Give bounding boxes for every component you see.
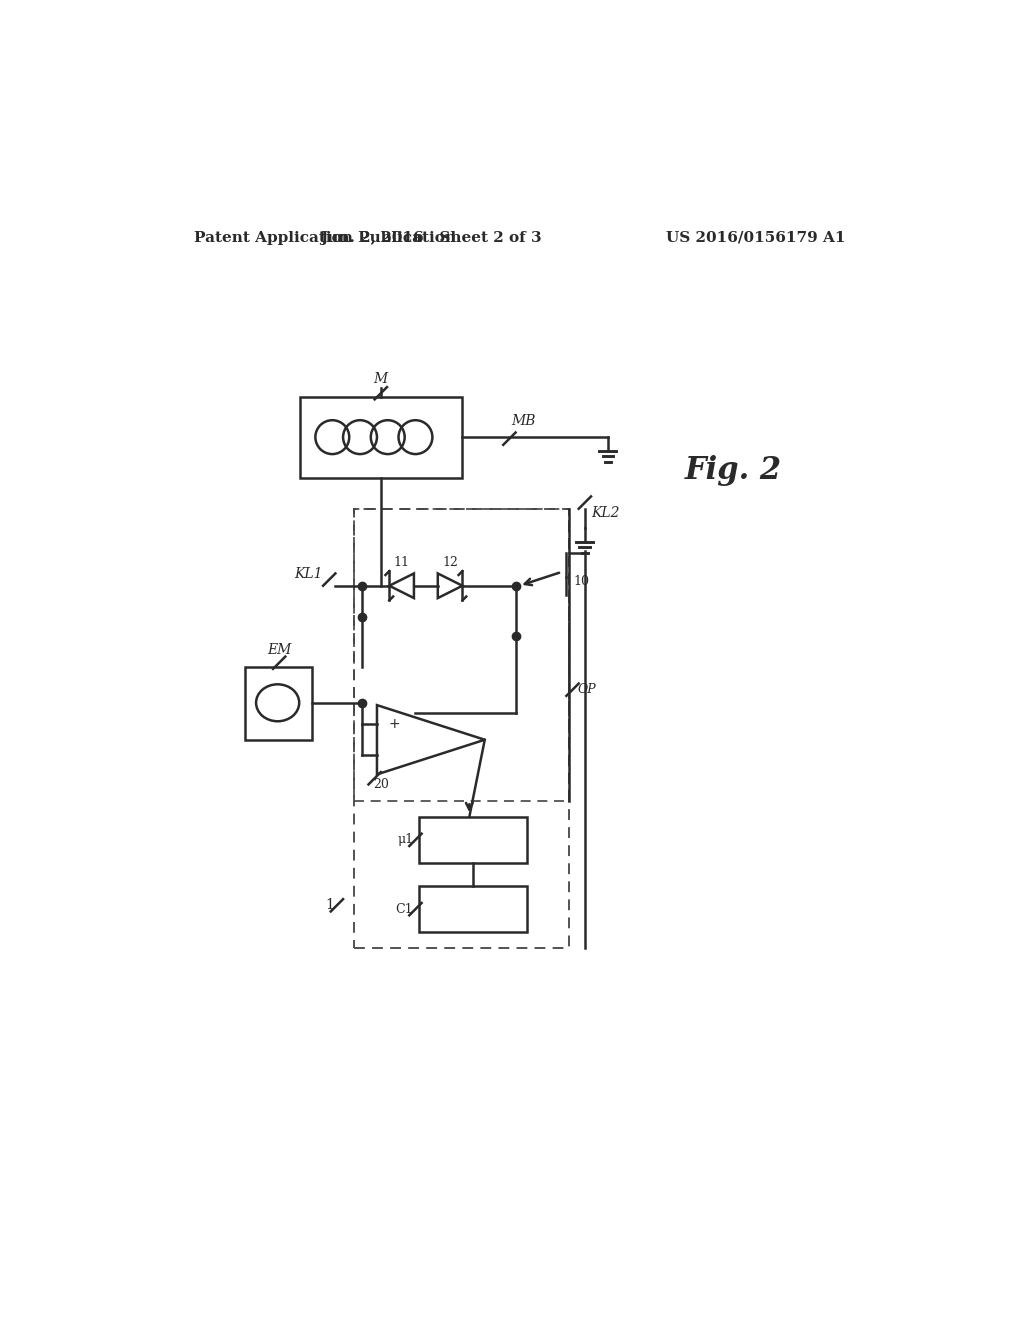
- Bar: [419, 817, 527, 863]
- Text: C1: C1: [395, 903, 413, 916]
- Bar: [245, 667, 311, 739]
- Text: Fig. 2: Fig. 2: [685, 455, 782, 486]
- Text: OP: OP: [578, 684, 596, 696]
- Text: +: +: [388, 717, 400, 731]
- Text: MB: MB: [511, 414, 536, 428]
- Bar: [419, 886, 527, 932]
- Text: 1: 1: [326, 899, 335, 912]
- Bar: [300, 397, 462, 478]
- Text: KL2: KL2: [591, 506, 620, 520]
- Text: 10: 10: [573, 576, 589, 589]
- Text: 11: 11: [393, 556, 410, 569]
- Text: 20: 20: [373, 779, 389, 791]
- Text: US 2016/0156179 A1: US 2016/0156179 A1: [666, 231, 845, 244]
- Text: Patent Application Publication: Patent Application Publication: [194, 231, 456, 244]
- Text: μ1: μ1: [397, 833, 413, 846]
- Text: EM: EM: [267, 643, 292, 657]
- Text: Jun. 2, 2016   Sheet 2 of 3: Jun. 2, 2016 Sheet 2 of 3: [321, 231, 542, 244]
- Bar: [354, 508, 569, 801]
- Text: 12: 12: [442, 556, 458, 569]
- Bar: [354, 508, 569, 948]
- Text: M: M: [374, 372, 388, 387]
- Text: KL1: KL1: [295, 568, 323, 581]
